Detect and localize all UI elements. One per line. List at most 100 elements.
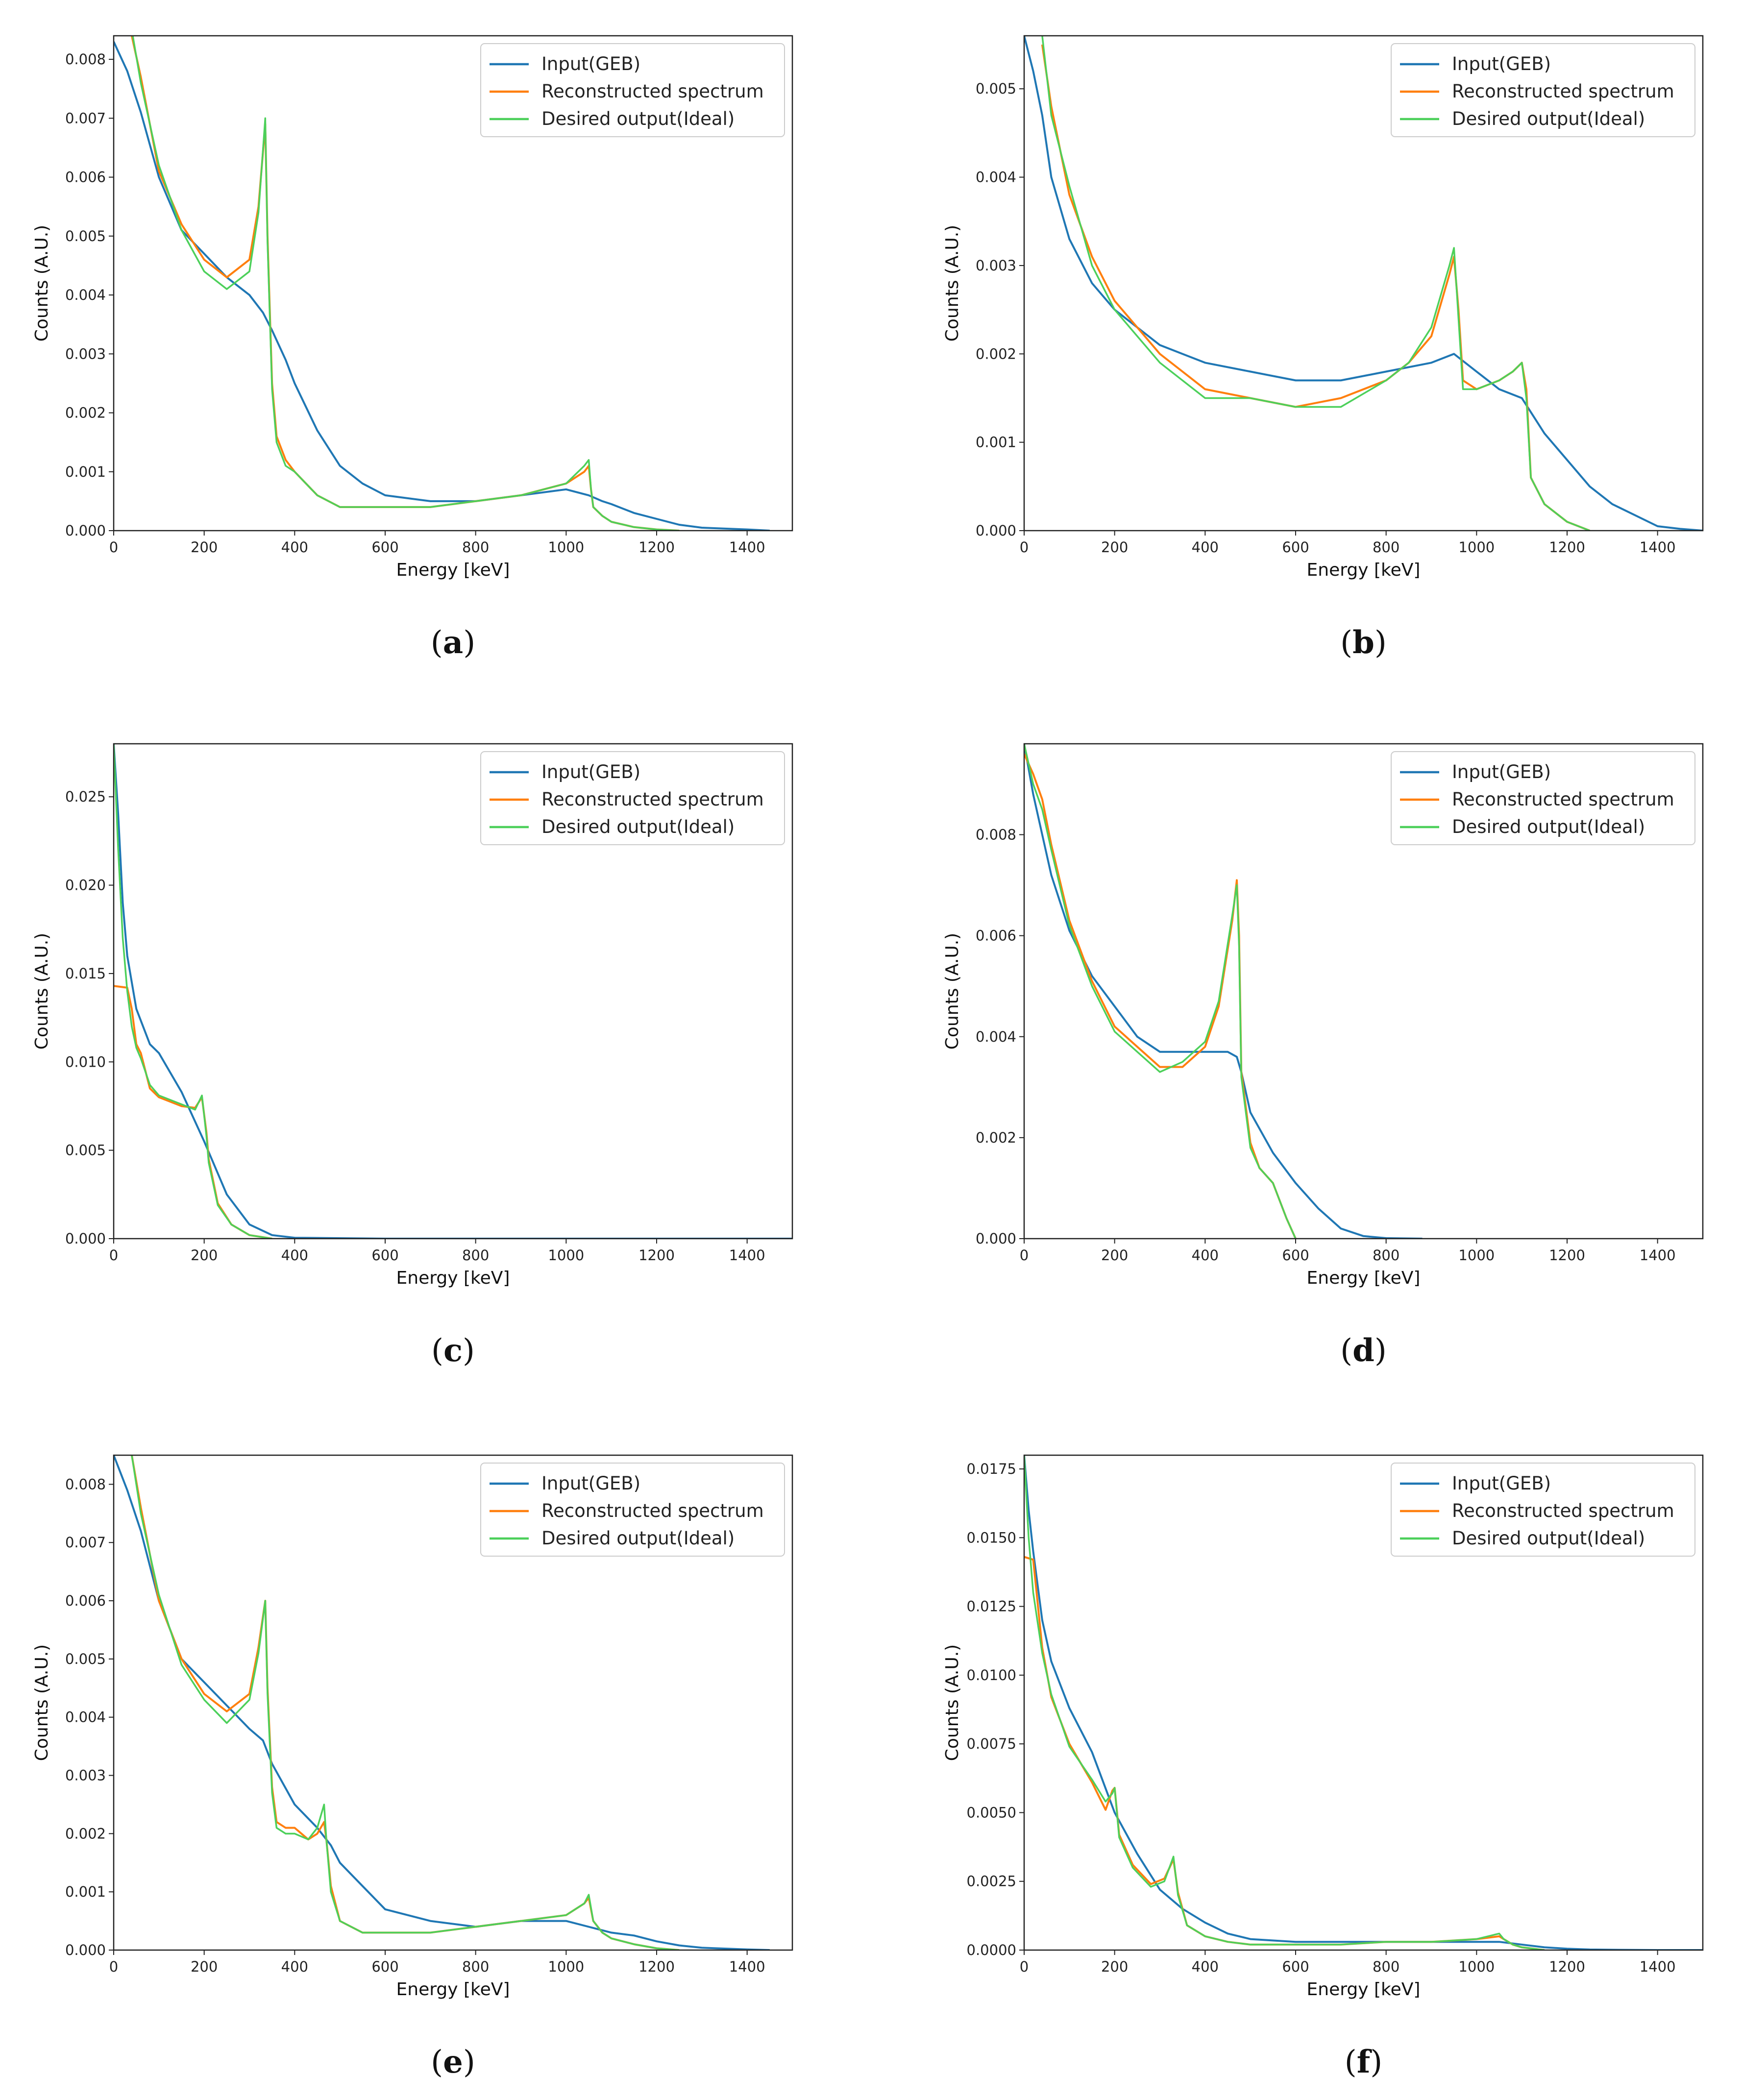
- x-tick-label: 1200: [1549, 1247, 1585, 1264]
- x-tick-label: 800: [462, 539, 489, 556]
- x-tick-label: 0: [109, 539, 118, 556]
- legend-box: [1391, 43, 1695, 137]
- x-tick-label: 0: [109, 1247, 118, 1264]
- x-tick-label: 800: [462, 1958, 489, 1975]
- x-tick-label: 400: [1192, 539, 1219, 556]
- x-tick-label: 600: [371, 539, 398, 556]
- y-tick-label: 0.004: [976, 169, 1016, 186]
- x-tick-label: 1200: [1549, 539, 1585, 556]
- legend-box: [1391, 1463, 1695, 1557]
- y-tick-label: 0.004: [65, 287, 106, 303]
- y-axis-label: Counts (A.U.): [32, 933, 52, 1050]
- y-tick-label: 0.001: [976, 434, 1016, 451]
- axes-frame: [113, 1454, 793, 1951]
- y-tick-label: 0.003: [976, 257, 1016, 274]
- legend: Input(GEB) Reconstructed spectrum Desired …: [1391, 1463, 1695, 1557]
- y-tick-label: 0.002: [976, 345, 1016, 362]
- legend-label: Reconstructed spectrum: [541, 1500, 764, 1521]
- panel-f: 0 200 400 600 800 1000 1200 1400 0.0000 0.0025 0.0…: [942, 1454, 1704, 2080]
- panel-caption: (f): [1345, 2044, 1382, 2080]
- legend: Input(GEB) Reconstructed spectrum Desired …: [480, 1463, 785, 1557]
- x-tick-label: 1400: [729, 539, 765, 556]
- y-tick-label: 0.005: [65, 1142, 106, 1159]
- x-tick-label: 200: [191, 1958, 218, 1975]
- x-tick-label: 800: [1373, 1247, 1399, 1264]
- legend-box: [480, 751, 785, 845]
- x-tick-label: 1200: [638, 539, 675, 556]
- series-line-input-b: [1024, 36, 1703, 531]
- legend-label: Input(GEB): [541, 1473, 640, 1494]
- x-tick-label: 1400: [1640, 1247, 1676, 1264]
- x-tick-label: 200: [1101, 539, 1128, 556]
- y-tick-label: 0.003: [65, 345, 106, 362]
- panel-d: 0 200 400 600 800 1000 1200 1400 0.000 0.002 0.004…: [942, 743, 1704, 1369]
- y-tick-label: 0.0150: [967, 1529, 1016, 1546]
- x-axis-label: Energy [keV]: [396, 560, 510, 580]
- legend-label: Desired output(Ideal): [541, 1528, 735, 1549]
- x-tick-label: 800: [1373, 539, 1399, 556]
- x-tick-label: 200: [191, 539, 218, 556]
- y-tick-label: 0.008: [65, 1476, 106, 1492]
- y-tick-label: 0.000: [65, 1230, 106, 1247]
- panel-caption: (b): [1340, 624, 1387, 661]
- y-tick-label: 0.002: [976, 1129, 1016, 1146]
- series-line-input-a: [114, 41, 770, 531]
- x-tick-label: 400: [281, 1247, 308, 1264]
- legend: Input(GEB) Reconstructed spectrum Desired …: [1391, 751, 1695, 845]
- series-line-reconstructed-f: [1024, 1556, 1545, 1950]
- legend-box: [1391, 751, 1695, 845]
- panel-c: 0 200 400 600 800 1000 1200 1400 0.000 0.005 0.010…: [32, 743, 793, 1369]
- y-tick-label: 0.006: [65, 1592, 106, 1609]
- axes-frame: [113, 35, 793, 532]
- panel-a: 0 200 400 600 800 1000 1200 1400 0.000 0.001 0.002…: [32, 35, 793, 661]
- legend: Input(GEB) Reconstructed spectrum Desired …: [480, 43, 785, 137]
- y-tick-label: 0.008: [976, 827, 1016, 843]
- series-line-ideal-d: [1024, 744, 1297, 1239]
- series-line-input-e: [114, 1455, 770, 1950]
- x-tick-label: 1000: [1458, 1958, 1495, 1975]
- y-tick-label: 0.004: [976, 1028, 1016, 1045]
- y-tick-label: 0.0125: [967, 1598, 1016, 1615]
- series-line-input-f: [1024, 1455, 1703, 1950]
- x-tick-label: 0: [109, 1958, 118, 1975]
- legend-label: Reconstructed spectrum: [541, 789, 764, 810]
- x-tick-label: 600: [1282, 1958, 1309, 1975]
- x-tick-label: 1400: [729, 1247, 765, 1264]
- y-tick-label: 0.007: [65, 110, 106, 126]
- panel-caption: (e): [431, 2044, 475, 2080]
- y-tick-label: 0.000: [976, 522, 1016, 539]
- panel-caption: (d): [1340, 1332, 1387, 1369]
- panel-caption: (c): [431, 1332, 475, 1369]
- x-tick-label: 1400: [729, 1958, 765, 1975]
- x-tick-label: 1000: [1458, 1247, 1495, 1264]
- x-tick-label: 600: [1282, 539, 1309, 556]
- y-tick-label: 0.006: [976, 928, 1016, 944]
- x-tick-label: 1400: [1640, 1958, 1676, 1975]
- series-line-ideal-a: [132, 36, 680, 531]
- series-line-reconstructed-d: [1024, 753, 1297, 1239]
- x-tick-label: 800: [462, 1247, 489, 1264]
- x-tick-label: 600: [371, 1247, 398, 1264]
- series-line-ideal-f: [1024, 1455, 1545, 1950]
- x-axis-label: Energy [keV]: [396, 1979, 510, 2000]
- y-tick-label: 0.002: [65, 1825, 106, 1842]
- x-axis-label: Energy [keV]: [1307, 560, 1421, 580]
- y-tick-label: 0.010: [65, 1053, 106, 1070]
- x-tick-label: 1200: [638, 1958, 675, 1975]
- legend-label: Input(GEB): [1452, 53, 1551, 74]
- y-tick-label: 0.0050: [967, 1804, 1016, 1821]
- legend-label: Input(GEB): [541, 761, 640, 782]
- y-tick-label: 0.000: [65, 522, 106, 539]
- y-axis-label: Counts (A.U.): [32, 225, 52, 342]
- x-tick-label: 400: [1192, 1958, 1219, 1975]
- y-tick-label: 0.004: [65, 1709, 106, 1726]
- panel-e: 0 200 400 600 800 1000 1200 1400 0.000 0.001 0.002…: [32, 1454, 793, 2080]
- y-axis-label: Counts (A.U.): [942, 1644, 962, 1761]
- legend-label: Input(GEB): [1452, 761, 1551, 782]
- y-axis-label: Counts (A.U.): [32, 1644, 52, 1761]
- x-axis-label: Energy [keV]: [396, 1268, 510, 1288]
- x-tick-label: 600: [1282, 1247, 1309, 1264]
- legend-label: Reconstructed spectrum: [1452, 789, 1674, 810]
- legend: Input(GEB) Reconstructed spectrum Desired …: [1391, 43, 1695, 137]
